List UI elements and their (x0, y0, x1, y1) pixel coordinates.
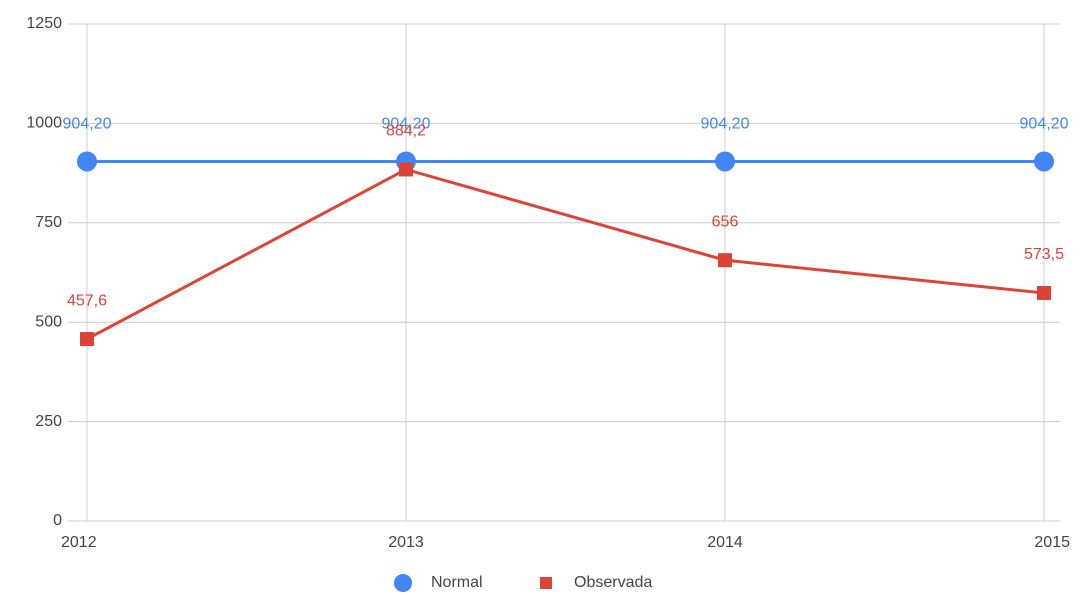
y-tick-label: 500 (35, 313, 62, 330)
y-tick-label: 250 (35, 413, 62, 430)
point (399, 162, 413, 177)
data-label: 904,20 (382, 116, 431, 133)
point (715, 151, 735, 172)
data-label: 656 (712, 213, 739, 230)
y-tick-label: 1250 (26, 15, 62, 32)
legend-marker (394, 574, 412, 592)
data-label: 573,5 (1024, 246, 1064, 263)
point (1037, 285, 1051, 300)
x-tick-label: 2013 (388, 534, 424, 551)
point (77, 151, 97, 172)
y-tick-label: 1000 (26, 115, 62, 132)
data-label: 884,2 (386, 123, 426, 140)
point (1034, 151, 1054, 172)
series-line (86, 167, 1045, 341)
y-tick-label: 0 (53, 512, 62, 529)
data-label: 904,20 (1020, 116, 1069, 133)
data-label: 457,6 (67, 292, 107, 309)
legend-label: Observada (574, 574, 652, 591)
point (718, 253, 732, 268)
x-tick-label: 2015 (1034, 534, 1070, 551)
legend-label: Normal (431, 574, 483, 591)
legend-marker (540, 577, 552, 589)
data-label: 904,20 (63, 116, 112, 133)
x-tick-label: 2014 (707, 534, 743, 551)
data-label: 904,20 (701, 116, 750, 133)
y-tick-label: 750 (35, 214, 62, 231)
x-tick-label: 2012 (61, 534, 97, 551)
point (80, 332, 94, 347)
